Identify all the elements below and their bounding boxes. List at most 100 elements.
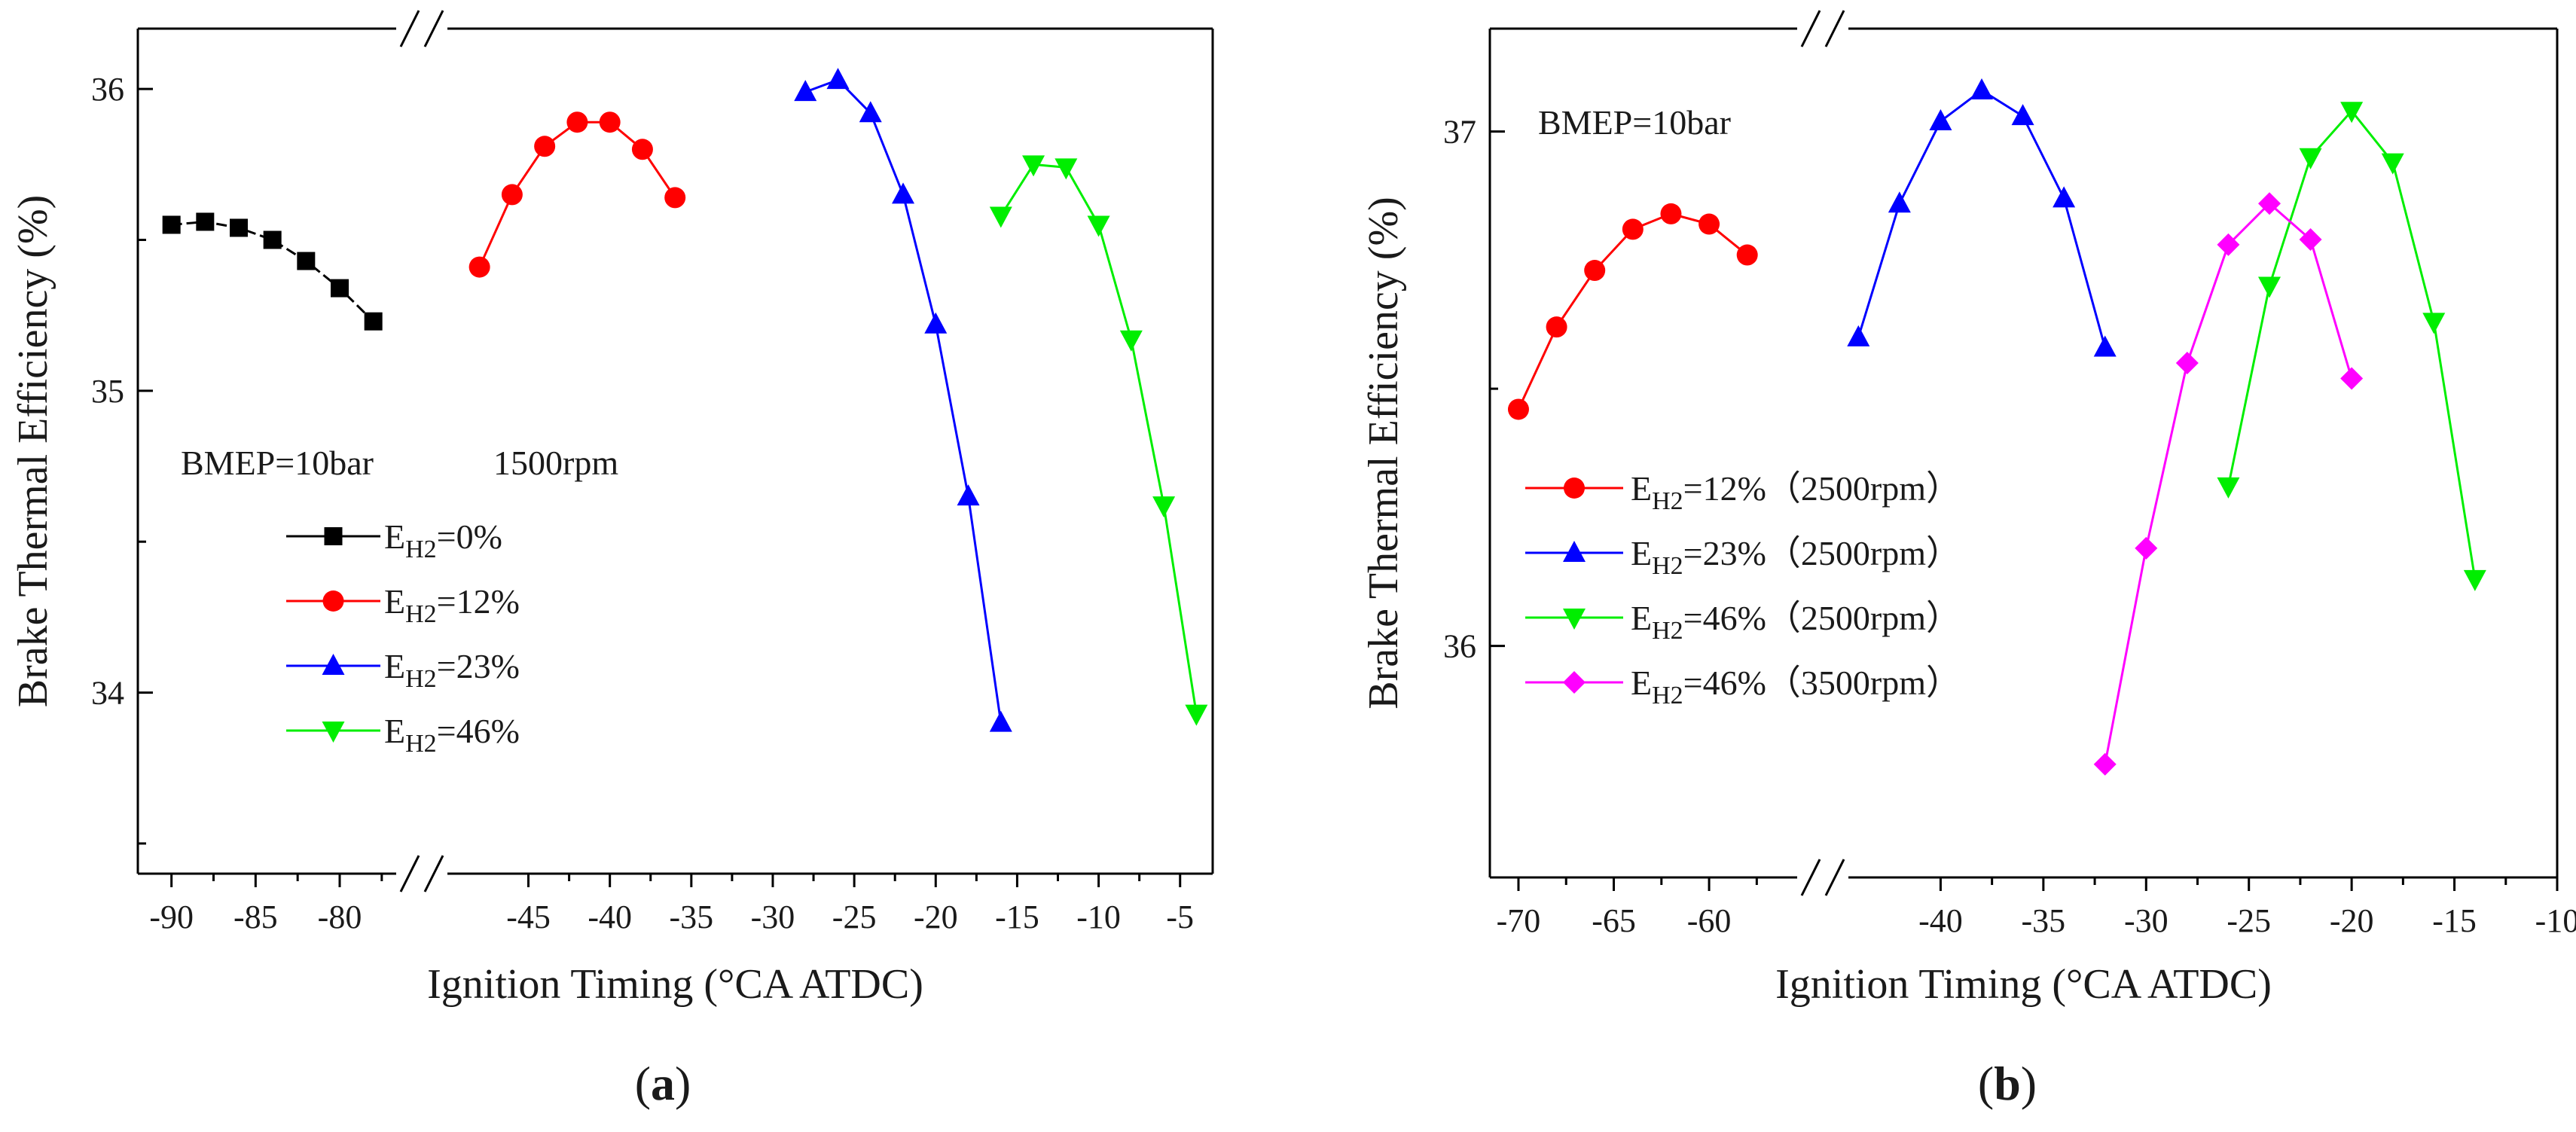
- data-point: [631, 139, 653, 160]
- legend-item: EH2=23%: [286, 647, 520, 693]
- caption-letter: a: [651, 1057, 675, 1110]
- x-tick-label: -65: [1592, 902, 1636, 939]
- legend-label-sub: H2: [405, 665, 437, 693]
- data-point: [2217, 477, 2240, 499]
- y-axis-title: Brake Thermal Efficiency (%): [10, 195, 56, 708]
- data-point: [794, 80, 817, 102]
- series-green-triangle-down: [2217, 102, 2486, 591]
- x-axis-title: Ignition Timing (°CA ATDC): [427, 961, 923, 1008]
- legend-label-rest: =0%: [437, 517, 502, 556]
- series-line: [1857, 89, 2107, 348]
- data-point: [1152, 496, 1176, 518]
- axis-break-mark: [1800, 859, 1821, 896]
- x-tick-label: -35: [2022, 902, 2066, 939]
- legend-item: EH2=46%: [286, 712, 520, 758]
- annotation-bmep: BMEP=10bar: [1538, 103, 1731, 142]
- x-tick-label: -5: [1166, 899, 1194, 935]
- series-green-triangle-down: [989, 155, 1208, 726]
- y-axis-title: Brake Thermal Efficiency (%): [1360, 197, 1407, 709]
- legend-label-main: E: [384, 582, 405, 621]
- legend-marker: [1563, 541, 1586, 562]
- legend-item: EH2=46%（3500rpm）: [1525, 664, 1961, 709]
- x-tick-label: -35: [669, 899, 713, 935]
- legend-marker: [322, 654, 345, 675]
- caption-paren-open: (: [1978, 1057, 1994, 1110]
- panel-b-chart: 36 37 -70 -65 -60 -40 -35 -30 -25 -20 -15 -10 Brake …: [1360, 10, 2576, 1110]
- data-point: [1847, 325, 1870, 346]
- x-tick-label: -20: [914, 899, 958, 935]
- data-point: [501, 184, 523, 206]
- caption-letter: b: [1994, 1057, 2021, 1110]
- data-point: [2340, 367, 2364, 390]
- data-point: [2175, 351, 2199, 374]
- axis-break-mark: [1824, 10, 1845, 47]
- data-point: [924, 312, 948, 334]
- legend-label-sub: H2: [1652, 552, 1683, 580]
- x-tick-label: -40: [588, 899, 632, 935]
- data-point: [1970, 78, 1993, 99]
- data-point: [263, 230, 282, 249]
- y-tick-label: 35: [91, 373, 124, 410]
- series-red-circle: [469, 111, 686, 278]
- data-point: [469, 256, 490, 278]
- legend-item: EH2=46%（2500rpm）: [1525, 599, 1961, 645]
- x-tick-label: -30: [751, 899, 795, 935]
- legend-label: EH2=23%: [384, 647, 520, 693]
- legend-label-sub: H2: [1652, 487, 1683, 515]
- data-point: [2340, 102, 2364, 124]
- data-point: [1185, 704, 1208, 726]
- x-tick-label: -10: [2535, 902, 2576, 939]
- x-tick-label: -60: [1687, 902, 1732, 939]
- legend-label: EH2=23%（2500rpm）: [1631, 534, 1961, 580]
- axis-break-mark: [399, 10, 420, 47]
- legend-label: EH2=12%: [384, 582, 520, 628]
- caption-paren-open: (: [635, 1057, 651, 1110]
- data-point: [566, 111, 588, 133]
- legend-label-rest: =12%: [437, 582, 520, 621]
- data-point: [1022, 155, 1045, 177]
- y-tick-label: 36: [1443, 628, 1476, 665]
- x-tick-label: -10: [1076, 899, 1121, 935]
- data-point: [364, 312, 383, 331]
- legend-label: EH2=46%: [384, 712, 520, 758]
- caption-paren-close: ): [675, 1057, 691, 1110]
- legend-label-main: E: [384, 647, 405, 685]
- legend-label-sub: H2: [405, 600, 437, 628]
- legend-marker: [322, 590, 344, 612]
- x-tick-label: -90: [149, 899, 194, 935]
- series-blue-triangle-up: [794, 68, 1012, 732]
- legend-marker: [1564, 478, 1585, 499]
- x-tick-label: -30: [2124, 902, 2169, 939]
- x-tick-label: -15: [995, 899, 1039, 935]
- legend-label-main: E: [384, 712, 405, 750]
- x-tick-label: -70: [1497, 902, 1541, 939]
- legend-label: EH2=46%（2500rpm）: [1631, 599, 1961, 645]
- x-tick-label: -85: [233, 899, 278, 935]
- data-point: [2381, 153, 2404, 175]
- data-point: [892, 182, 915, 204]
- data-point: [826, 68, 850, 90]
- data-point: [2258, 276, 2281, 298]
- data-point: [534, 136, 556, 157]
- data-point: [2011, 104, 2034, 126]
- series-line: [804, 78, 1003, 723]
- series-blue-triangle-up: [1847, 78, 2117, 357]
- legend-label-main: E: [1631, 534, 1652, 572]
- legend-label-rest: =23%: [437, 647, 520, 685]
- legend-label-sub: H2: [1652, 682, 1683, 709]
- data-point: [1055, 158, 1078, 180]
- legend-label-rest: =46%（2500rpm）: [1683, 599, 1961, 637]
- legend-item: EH2=12%: [286, 582, 520, 628]
- data-point: [664, 187, 686, 209]
- data-point: [2299, 228, 2322, 252]
- legend-label-rest: =12%（2500rpm）: [1683, 469, 1961, 508]
- data-point: [599, 111, 621, 133]
- legend-item: EH2=0%: [286, 517, 502, 563]
- data-point: [2135, 536, 2158, 560]
- data-point: [2093, 752, 2117, 776]
- data-point: [1087, 215, 1110, 237]
- legend-marker: [324, 527, 343, 545]
- x-axis-title: Ignition Timing (°CA ATDC): [1775, 961, 2272, 1008]
- data-point: [162, 215, 181, 234]
- series-red-circle: [1507, 203, 1758, 420]
